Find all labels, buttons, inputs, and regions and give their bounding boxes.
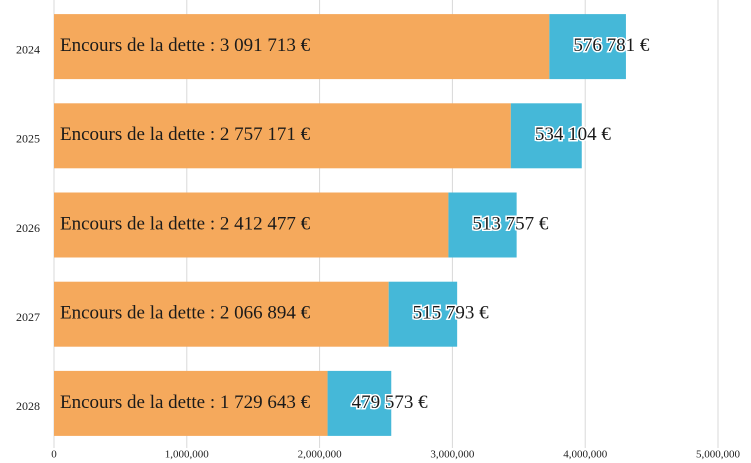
y-tick-label: 2027 [16,310,40,324]
x-tick-label: 5,000,000 [696,449,741,461]
annotation: Encours de la dette : 2 066 894 € [60,303,311,324]
value-label: 534 104 € [535,124,612,145]
value-label: 515 793 € [413,303,490,324]
bar-segment [54,14,550,80]
bar-segment [388,281,458,347]
y-tick-label: 2025 [16,132,40,146]
x-tick-label: 4,000,000 [563,449,608,461]
x-tick-label: 1,000,000 [165,449,210,461]
x-tick-label: 0 [51,449,57,461]
bar-segment [54,370,328,436]
value-label: 513 757 € [472,213,549,234]
y-tick-label: 2024 [16,42,40,56]
annotation: Encours de la dette : 2 412 477 € [60,213,311,234]
bar-segment [448,192,517,258]
x-tick-label: 2,000,000 [298,449,343,461]
bar-segment [54,103,511,169]
y-tick-label: 2026 [16,221,40,235]
y-tick-label: 2028 [16,399,40,413]
bar-segment [549,14,626,80]
x-tick-label: 3,000,000 [430,449,475,461]
value-label: 576 781 € [573,35,650,56]
bar-segment [327,370,392,436]
annotation: Encours de la dette : 1 729 643 € [60,392,311,413]
annotation: Encours de la dette : 2 757 171 € [60,124,311,145]
bar-segment [54,281,389,347]
bar-segment [510,103,582,169]
bar-segment [54,192,449,258]
annotation: Encours de la dette : 3 091 713 € [60,35,311,56]
value-label: 479 573 € [352,392,429,413]
